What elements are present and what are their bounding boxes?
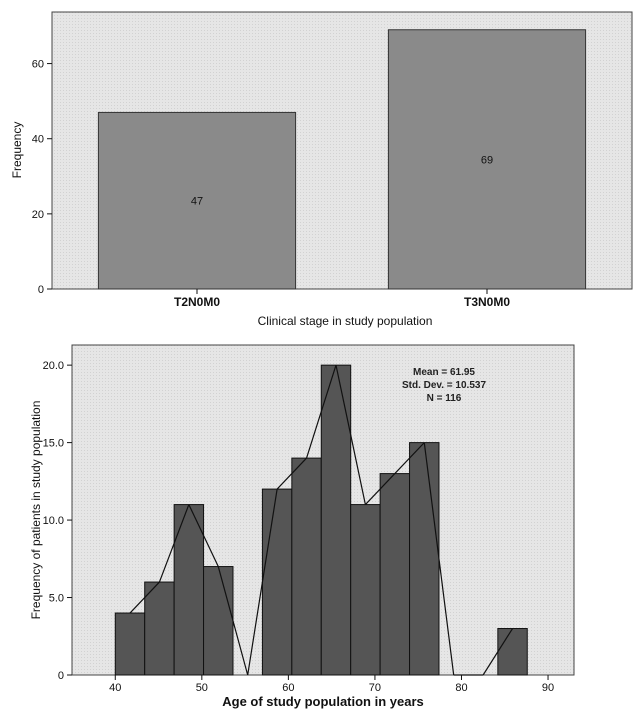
y-tick-label: 60: [32, 59, 44, 71]
histogram-bar: [291, 457, 322, 676]
histogram-bar: [350, 504, 381, 676]
frequency-polygon-segment: [129, 581, 160, 614]
histogram-bar: [320, 364, 352, 676]
histogram-bar: [203, 566, 234, 676]
frequency-polygon-segment: [364, 473, 396, 505]
x-axis-title: Age of study population in years: [222, 694, 424, 709]
bar-t2n0m0: [97, 111, 297, 290]
frequency-polygon-segment: [276, 457, 307, 490]
histogram-bar: [114, 612, 146, 676]
bar-value-label: 47: [191, 196, 203, 208]
x-tick-label: 40: [109, 682, 121, 694]
x-tick-label: 50: [196, 682, 208, 694]
x-tick-label: T2N0M0: [174, 295, 220, 309]
frequency-polygon-segment: [482, 628, 514, 676]
frequency-polygon-segment: [394, 442, 425, 475]
histogram-bar: [261, 488, 293, 676]
x-tick-label: 70: [369, 682, 381, 694]
histogram-bar: [497, 628, 528, 676]
y-axis-title: Frequency: [10, 122, 24, 179]
y-tick-label: 5.0: [49, 593, 64, 605]
x-tick-label: T3N0M0: [464, 295, 510, 309]
stat-n: N = 116: [427, 393, 462, 404]
histogram-bar: [173, 504, 205, 676]
y-tick-label: 0: [58, 670, 64, 682]
bar-t3n0m0: [387, 29, 587, 290]
bar-value-label: 69: [481, 154, 493, 166]
y-tick-label: 40: [32, 134, 44, 146]
frequency-polygon-segment: [158, 504, 190, 583]
stats-box: Mean = 61.95 Std. Dev. = 10.537 N = 116: [402, 367, 486, 404]
y-axis-title: Frequency of patients in study populatio…: [29, 401, 43, 620]
frequency-polygon-segment: [217, 566, 249, 676]
x-tick-label: 90: [542, 682, 554, 694]
y-tick-label: 20: [32, 209, 44, 221]
y-tick-label: 0: [38, 284, 44, 296]
frequency-polygon-segment: [188, 504, 219, 567]
frequency-polygon-segment: [423, 442, 455, 676]
frequency-polygon-segment: [247, 488, 278, 676]
histogram-bar: [379, 473, 411, 676]
x-tick-label: 80: [455, 682, 467, 694]
histogram-bar: [144, 581, 175, 676]
y-tick-label: 10.0: [43, 515, 64, 527]
frequency-polygon-segment: [305, 364, 337, 459]
stat-mean: Mean = 61.95: [413, 367, 475, 378]
histogram-bar: [409, 442, 440, 676]
frequency-polygon-segment: [335, 365, 366, 505]
y-tick-label: 15.0: [43, 438, 64, 450]
x-axis-title: Clinical stage in study population: [258, 314, 433, 328]
clinical-stage-bar-chart: 47 69 0 20 40 60 T2N0M0 T3N0M0 Frequency Clin…: [10, 11, 633, 328]
x-tick-label: 60: [282, 682, 294, 694]
y-tick-label: 20.0: [43, 360, 64, 372]
age-histogram-chart: 0 5.0 10.0 15.0 20.0 40 50 60 70 80 90 Mean = 61.…: [29, 344, 575, 709]
stat-std-dev: Std. Dev. = 10.537: [402, 380, 486, 391]
